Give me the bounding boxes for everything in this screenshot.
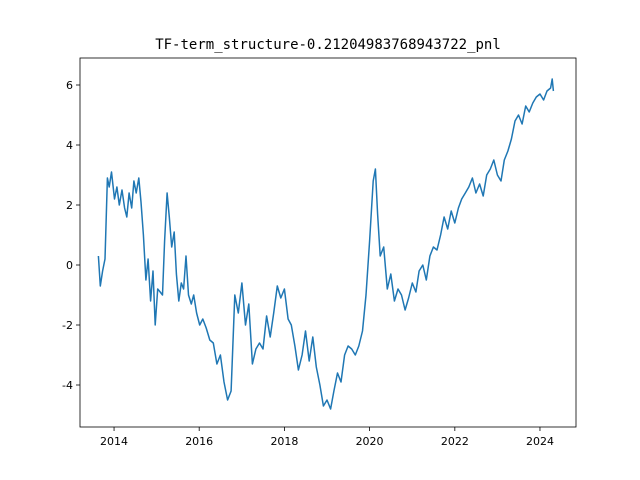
pnl-series-line <box>97 78 555 410</box>
plot-axes: 2014 2016 2018 2020 2022 2024 -4 -2 0 2 4 6 <box>62 57 577 448</box>
y-axis: -4 -2 0 2 4 6 <box>62 79 80 392</box>
x-tick-label: 2020 <box>356 435 384 448</box>
y-tick-label: 4 <box>66 139 73 152</box>
x-tick-label: 2022 <box>441 435 469 448</box>
x-tick-label: 2014 <box>100 435 128 448</box>
y-tick-label: -4 <box>62 379 73 392</box>
series-layer <box>97 78 555 410</box>
y-tick-label: -2 <box>62 319 73 332</box>
x-tick-label: 2016 <box>185 435 213 448</box>
y-tick-label: 0 <box>66 259 73 272</box>
y-tick-label: 6 <box>66 79 73 92</box>
x-axis: 2014 2016 2018 2020 2022 2024 <box>100 427 554 448</box>
chart-title: TF-term_structure-0.21204983768943722_pn… <box>155 37 501 53</box>
x-tick-label: 2024 <box>526 435 554 448</box>
plot-frame <box>79 57 577 428</box>
y-tick-label: 2 <box>66 199 73 212</box>
x-tick-label: 2018 <box>270 435 298 448</box>
